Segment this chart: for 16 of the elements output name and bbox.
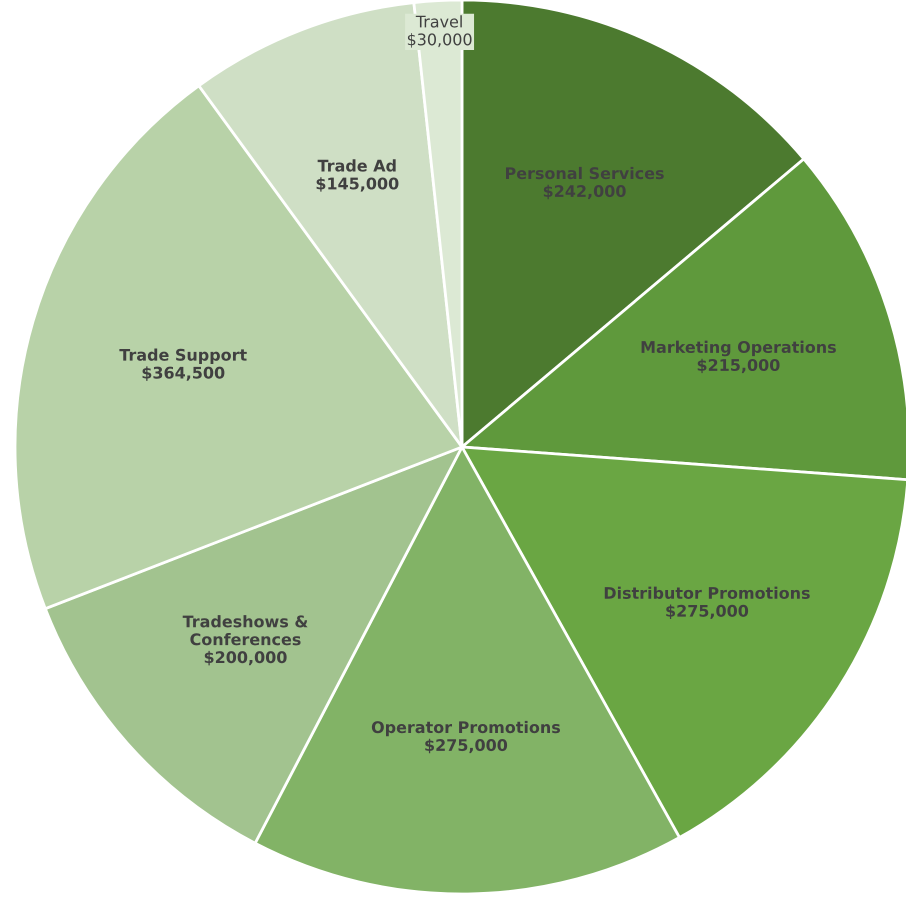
data-label: $215,000 [698,358,780,374]
slice-label: Marketing Operations [642,340,836,356]
data-label: $275,000 [425,738,508,754]
slice-label: Trade Ad [318,159,396,172]
slice-label: Travel [416,15,462,28]
data-label: $242,000 [544,184,626,200]
data-label: $275,000 [666,604,748,619]
slice-label: Personal Services [506,166,664,180]
data-label: $200,000 [204,650,287,666]
data-label: $364,500 [142,366,224,381]
slice-label: Tradeshows & Conferences [182,615,308,646]
data-label: $30,000 [408,33,472,48]
slice-label: Operator Promotions [372,720,560,736]
slice-label: Distributor Promotions [604,586,810,599]
slice-label: Trade Support [119,348,247,364]
data-label: $145,000 [316,177,398,192]
